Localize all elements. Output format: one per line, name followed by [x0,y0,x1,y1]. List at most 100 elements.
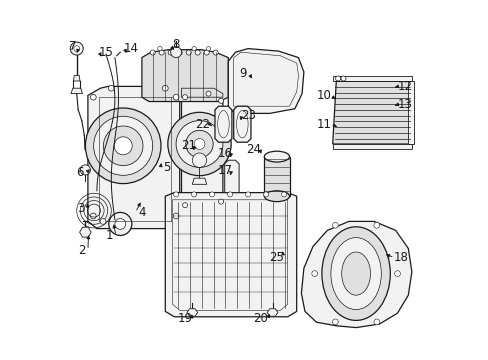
Circle shape [182,95,187,100]
Text: 14: 14 [123,42,138,55]
Polygon shape [228,49,303,113]
Circle shape [332,319,338,325]
Polygon shape [407,81,413,144]
Ellipse shape [341,252,370,295]
Circle shape [177,50,182,55]
Circle shape [103,126,142,166]
Text: 9: 9 [239,67,246,80]
Ellipse shape [264,151,289,162]
Polygon shape [264,157,289,196]
Polygon shape [233,106,250,142]
Text: 11: 11 [316,118,330,131]
Circle shape [108,85,114,91]
Circle shape [85,108,161,184]
Text: 18: 18 [393,251,407,264]
Polygon shape [165,193,296,317]
Polygon shape [88,86,179,229]
Text: 22: 22 [195,118,210,131]
Circle shape [245,192,250,197]
Circle shape [227,192,232,197]
Ellipse shape [264,191,289,202]
Circle shape [332,222,338,228]
Text: 5: 5 [163,161,170,174]
Polygon shape [73,76,80,81]
Text: 3: 3 [77,202,84,215]
Circle shape [80,165,90,175]
Text: 25: 25 [269,251,284,264]
Circle shape [74,46,80,51]
Circle shape [373,222,379,228]
Polygon shape [266,309,277,316]
Text: 4: 4 [138,206,145,219]
Circle shape [114,137,132,155]
Polygon shape [186,309,197,316]
Circle shape [159,50,164,55]
Polygon shape [224,160,239,193]
Text: 20: 20 [253,312,267,325]
Circle shape [115,219,125,229]
Circle shape [162,85,168,91]
Text: 24: 24 [245,143,261,156]
Text: 2: 2 [78,244,85,257]
Circle shape [218,98,223,103]
Circle shape [394,271,400,276]
Circle shape [173,192,178,197]
Circle shape [167,112,231,176]
Polygon shape [181,92,223,211]
Circle shape [150,50,155,55]
Text: 6: 6 [76,166,83,179]
Text: 19: 19 [177,312,192,325]
Text: 16: 16 [217,147,232,159]
Text: 21: 21 [181,139,196,152]
Polygon shape [181,88,223,97]
Circle shape [205,91,211,96]
Circle shape [194,139,204,149]
Circle shape [263,192,268,197]
Circle shape [195,50,200,55]
Polygon shape [215,106,231,142]
Circle shape [174,46,178,51]
Circle shape [373,319,379,325]
Circle shape [340,76,346,81]
Text: 8: 8 [172,39,180,51]
Ellipse shape [330,238,381,310]
Circle shape [168,50,173,55]
Circle shape [182,203,187,208]
Circle shape [90,94,96,100]
Polygon shape [80,227,91,237]
Text: 1: 1 [105,229,113,242]
Circle shape [206,46,210,51]
Polygon shape [142,50,228,102]
Polygon shape [301,221,411,328]
Circle shape [204,50,209,55]
Text: 15: 15 [98,46,113,59]
Polygon shape [71,88,82,94]
Circle shape [191,192,196,197]
Circle shape [94,116,152,175]
Ellipse shape [321,227,389,320]
Text: 10: 10 [316,89,330,102]
Circle shape [170,47,181,58]
Circle shape [218,199,223,204]
Polygon shape [332,81,411,144]
Circle shape [281,192,286,197]
Circle shape [173,94,179,100]
Circle shape [335,76,340,81]
Text: 23: 23 [240,109,255,122]
Text: 17: 17 [217,165,232,177]
Circle shape [108,212,132,235]
Circle shape [213,50,218,55]
Polygon shape [192,178,206,184]
Circle shape [173,213,179,219]
Circle shape [192,46,196,51]
Circle shape [209,192,214,197]
Circle shape [185,130,213,158]
Circle shape [176,121,223,167]
Text: 13: 13 [396,98,411,111]
Circle shape [70,42,83,55]
Circle shape [192,153,206,167]
Text: 12: 12 [396,80,411,93]
Circle shape [90,213,96,219]
Circle shape [158,46,162,51]
Text: 7: 7 [68,40,76,53]
